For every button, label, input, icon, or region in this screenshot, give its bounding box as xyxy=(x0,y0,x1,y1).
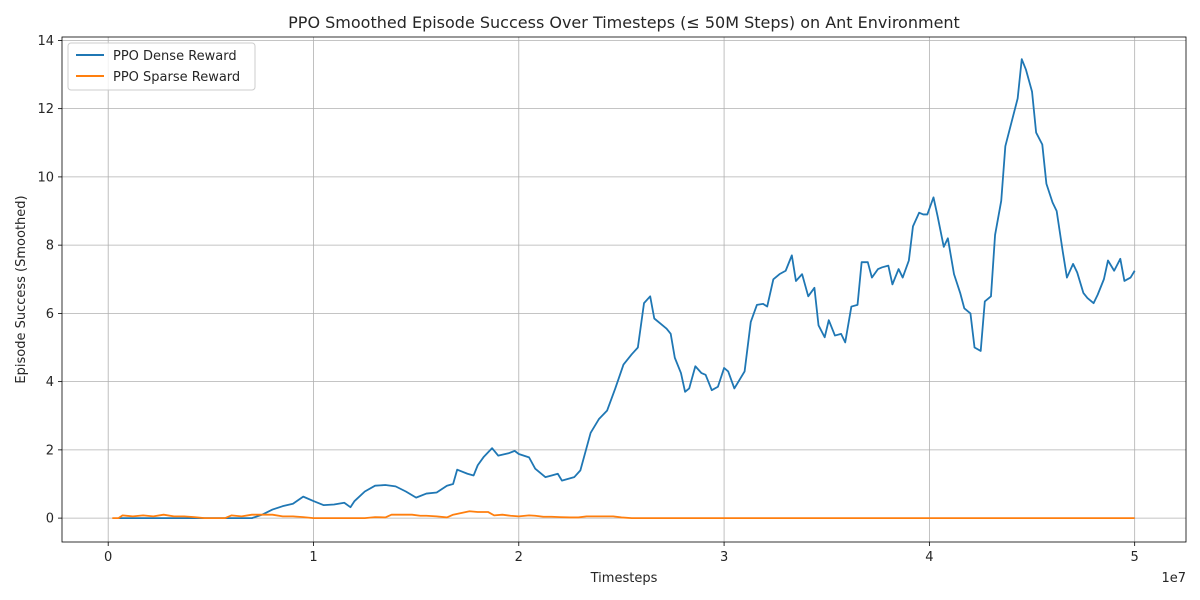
series-lines xyxy=(112,58,1136,520)
grid xyxy=(62,37,1186,542)
x-tick-label: 1 xyxy=(309,550,317,565)
legend-label-dense: PPO Dense Reward xyxy=(113,49,237,64)
x-tick-label: 2 xyxy=(515,550,523,565)
legend: PPO Dense Reward PPO Sparse Reward xyxy=(67,42,256,91)
legend-box xyxy=(67,42,256,91)
series-line-dense xyxy=(118,58,1136,520)
y-tick-label: 4 xyxy=(46,375,54,390)
y-tick-label: 10 xyxy=(37,170,54,185)
legend-label-sparse: PPO Sparse Reward xyxy=(113,70,240,85)
x-axis-label: Timesteps xyxy=(590,571,658,586)
y-axis-label: Episode Success (Smoothed) xyxy=(14,195,29,383)
y-tick-label: 8 xyxy=(46,239,54,254)
x-tick-label: 0 xyxy=(104,550,112,565)
series-line-sparse xyxy=(112,510,1135,520)
x-tick-label: 3 xyxy=(720,550,728,565)
y-tick-label: 0 xyxy=(46,512,54,527)
x-axis-offset-label: 1e7 xyxy=(1161,571,1186,586)
y-tick-label: 12 xyxy=(37,102,54,117)
y-tick-label: 6 xyxy=(46,307,54,322)
x-tick-label: 4 xyxy=(925,550,933,565)
x-tick-label: 5 xyxy=(1131,550,1139,565)
y-tick-label: 14 xyxy=(37,34,54,49)
y-tick-label: 2 xyxy=(46,443,54,458)
chart-title: PPO Smoothed Episode Success Over Timest… xyxy=(288,13,960,32)
plot-frame xyxy=(61,36,1187,543)
